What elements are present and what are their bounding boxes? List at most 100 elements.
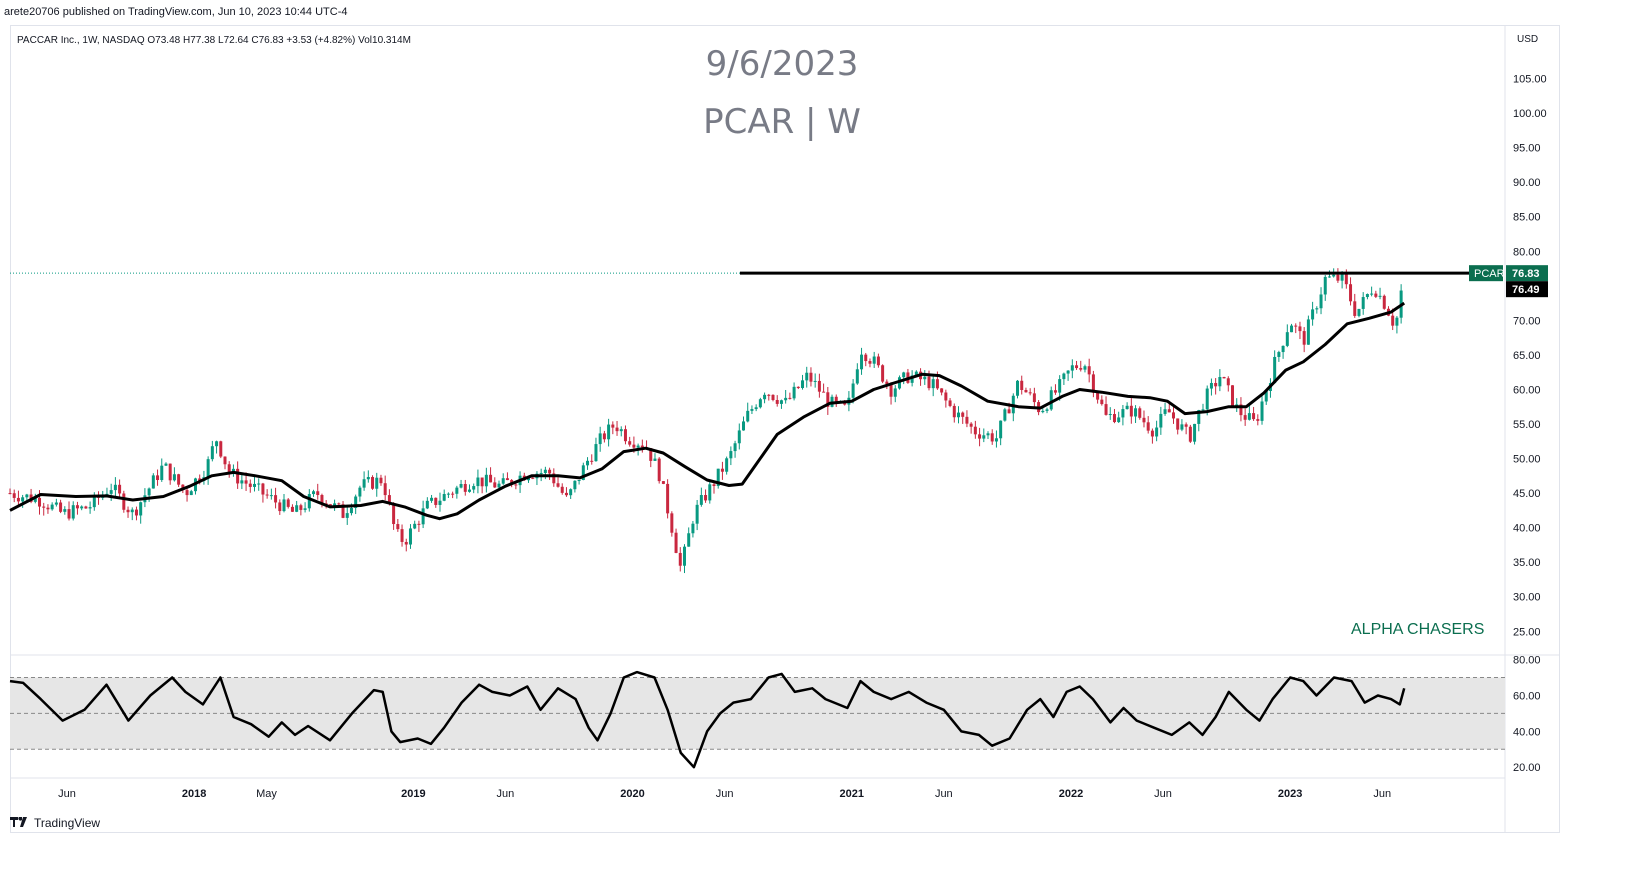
candle-body bbox=[927, 376, 931, 389]
candle-body bbox=[50, 504, 54, 510]
candle-body bbox=[223, 456, 227, 465]
candle-body bbox=[1247, 413, 1251, 420]
candle-body bbox=[198, 478, 202, 481]
candle-body bbox=[855, 369, 859, 384]
time-axis-label: 2022 bbox=[1059, 788, 1083, 800]
candle-body bbox=[1096, 392, 1100, 400]
candle-body bbox=[1218, 377, 1222, 387]
candle-body bbox=[581, 465, 585, 481]
candle-body bbox=[1100, 399, 1104, 405]
candle-body bbox=[801, 380, 805, 389]
candle-body bbox=[826, 392, 830, 407]
candle-body bbox=[274, 495, 278, 503]
price-tick-label: 105.00 bbox=[1513, 74, 1547, 86]
candle-body bbox=[1294, 325, 1298, 327]
candle-body bbox=[33, 497, 37, 502]
time-axis-label: Jun bbox=[935, 788, 953, 800]
price-tick-label: 85.00 bbox=[1513, 212, 1541, 224]
candle-body bbox=[1231, 385, 1235, 407]
rsi-tick-label: 40.00 bbox=[1513, 726, 1541, 738]
candle-body bbox=[206, 459, 210, 478]
footer-brand: TradingView bbox=[34, 815, 101, 830]
candle-body bbox=[269, 495, 273, 497]
candle-body bbox=[126, 509, 130, 513]
candle-body bbox=[1180, 424, 1184, 430]
candle-body bbox=[434, 497, 438, 505]
candle-body bbox=[1285, 332, 1289, 346]
candle-body bbox=[944, 392, 948, 401]
candle-body bbox=[497, 483, 501, 488]
price-tick-label: 70.00 bbox=[1513, 315, 1541, 327]
candle-body bbox=[1129, 405, 1133, 417]
candle-body bbox=[1370, 293, 1374, 295]
candle-body bbox=[12, 493, 16, 498]
candle-body bbox=[527, 477, 531, 481]
candle-body bbox=[767, 394, 771, 396]
candle-body bbox=[375, 477, 379, 489]
candle-body bbox=[611, 424, 615, 428]
candle-body bbox=[564, 492, 568, 496]
candle-body bbox=[88, 507, 92, 509]
candle-body bbox=[345, 513, 349, 518]
candle-body bbox=[215, 441, 219, 447]
candle-body bbox=[531, 477, 535, 479]
candle-body bbox=[109, 490, 113, 494]
candle-body bbox=[379, 477, 383, 484]
candle-body bbox=[1045, 409, 1049, 411]
candle-body bbox=[253, 483, 257, 487]
candle-body bbox=[312, 491, 316, 495]
candle-body bbox=[38, 497, 42, 507]
candle-body bbox=[691, 523, 695, 534]
candle-body bbox=[935, 379, 939, 389]
time-axis-label: 2023 bbox=[1278, 788, 1302, 800]
candle-body bbox=[569, 489, 573, 496]
rsi-line bbox=[9, 670, 1406, 769]
price-tick-label: 55.00 bbox=[1513, 419, 1541, 431]
candle-body bbox=[282, 499, 286, 512]
moving-average-line bbox=[9, 301, 1406, 521]
candle-body bbox=[514, 484, 518, 486]
candle-body bbox=[994, 438, 998, 442]
candle-body bbox=[42, 506, 46, 508]
candle-body bbox=[623, 429, 627, 442]
candle-body bbox=[451, 493, 455, 495]
time-axis-label: May bbox=[256, 788, 277, 800]
candle-body bbox=[84, 506, 88, 509]
candle-body bbox=[1214, 382, 1218, 387]
candle-body bbox=[733, 443, 737, 452]
candle-body bbox=[320, 495, 324, 504]
candle-body bbox=[240, 480, 244, 484]
candle-body bbox=[809, 372, 813, 382]
candle-body bbox=[1159, 413, 1163, 428]
candle-body bbox=[817, 380, 821, 392]
candle-body bbox=[1066, 370, 1070, 374]
candle-body bbox=[105, 493, 109, 495]
candle-body bbox=[982, 435, 986, 439]
candle-body bbox=[1121, 409, 1125, 418]
candle-body bbox=[746, 410, 750, 422]
candle-body bbox=[1028, 392, 1032, 394]
candle-body bbox=[286, 499, 290, 507]
candle-body bbox=[1298, 326, 1302, 332]
candle-body bbox=[1336, 274, 1340, 281]
candle-body bbox=[602, 433, 606, 440]
candle-body bbox=[1112, 414, 1116, 423]
candle-body bbox=[876, 356, 880, 366]
candle-body bbox=[1134, 408, 1138, 417]
candle-body bbox=[349, 507, 353, 514]
candle-body bbox=[560, 486, 564, 493]
candle-body bbox=[822, 391, 826, 393]
candle-body bbox=[640, 445, 644, 448]
tradingview-logo-icon bbox=[10, 815, 30, 830]
candle-body bbox=[758, 399, 762, 408]
footer[interactable]: TradingView bbox=[10, 815, 100, 830]
candle-body bbox=[307, 494, 311, 509]
symbol-badge-label: PCAR bbox=[1474, 268, 1505, 280]
candle-body bbox=[185, 490, 189, 496]
candle-body bbox=[1332, 274, 1336, 277]
candle-body bbox=[1209, 382, 1213, 389]
price-tick-label: 60.00 bbox=[1513, 384, 1541, 396]
candle-body bbox=[337, 503, 341, 505]
candle-body bbox=[636, 445, 640, 448]
